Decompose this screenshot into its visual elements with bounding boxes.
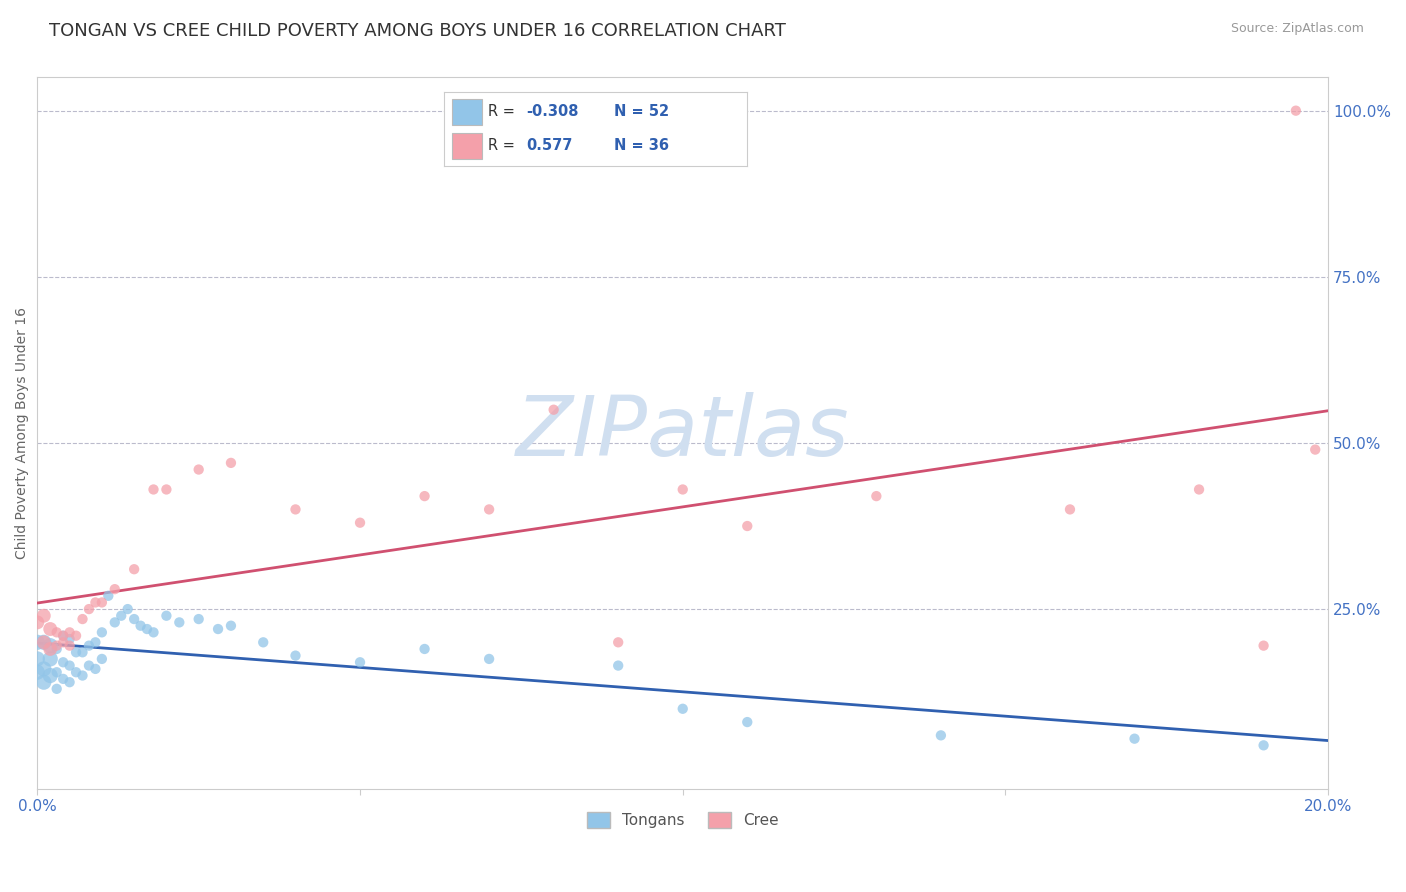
Point bbox=[32, 662, 55, 676]
Point bbox=[129, 618, 152, 632]
Point bbox=[39, 668, 62, 682]
Point bbox=[1253, 739, 1275, 753]
Point bbox=[27, 615, 49, 630]
Point bbox=[59, 658, 82, 673]
Point bbox=[413, 489, 436, 503]
Point bbox=[155, 483, 177, 497]
Point bbox=[413, 642, 436, 657]
Point bbox=[39, 642, 62, 657]
Point bbox=[32, 635, 55, 649]
Point bbox=[1303, 442, 1326, 457]
Point bbox=[59, 639, 82, 653]
Point bbox=[39, 639, 62, 653]
Point bbox=[735, 714, 758, 729]
Y-axis label: Child Poverty Among Boys Under 16: Child Poverty Among Boys Under 16 bbox=[15, 307, 30, 559]
Point bbox=[865, 489, 887, 503]
Point bbox=[65, 665, 87, 680]
Point bbox=[735, 519, 758, 533]
Point bbox=[90, 625, 112, 640]
Point bbox=[219, 618, 242, 632]
Text: ZIPatlas: ZIPatlas bbox=[516, 392, 849, 474]
Point bbox=[84, 635, 107, 649]
Point bbox=[52, 635, 75, 649]
Point bbox=[90, 595, 112, 609]
Point bbox=[607, 635, 630, 649]
Point bbox=[27, 652, 49, 666]
Point bbox=[1188, 483, 1211, 497]
Text: Source: ZipAtlas.com: Source: ZipAtlas.com bbox=[1230, 22, 1364, 36]
Text: TONGAN VS CREE CHILD POVERTY AMONG BOYS UNDER 16 CORRELATION CHART: TONGAN VS CREE CHILD POVERTY AMONG BOYS … bbox=[49, 22, 786, 40]
Point bbox=[77, 658, 100, 673]
Point bbox=[1123, 731, 1146, 746]
Point bbox=[187, 462, 209, 476]
Point bbox=[104, 615, 127, 630]
Point bbox=[543, 402, 565, 417]
Point bbox=[136, 622, 159, 636]
Point bbox=[77, 602, 100, 616]
Point bbox=[142, 625, 165, 640]
Point bbox=[207, 622, 229, 636]
Point bbox=[349, 516, 371, 530]
Point bbox=[45, 642, 67, 657]
Point bbox=[65, 629, 87, 643]
Point bbox=[478, 502, 501, 516]
Point bbox=[52, 629, 75, 643]
Point bbox=[32, 635, 55, 649]
Point bbox=[27, 665, 49, 680]
Point bbox=[84, 662, 107, 676]
Point bbox=[349, 655, 371, 669]
Point bbox=[32, 675, 55, 690]
Point bbox=[284, 502, 307, 516]
Point bbox=[72, 645, 94, 659]
Point bbox=[187, 612, 209, 626]
Point bbox=[219, 456, 242, 470]
Point bbox=[252, 635, 274, 649]
Point bbox=[72, 612, 94, 626]
Point bbox=[32, 608, 55, 623]
Point bbox=[39, 652, 62, 666]
Point bbox=[122, 612, 145, 626]
Point bbox=[155, 608, 177, 623]
Point bbox=[672, 483, 695, 497]
Point bbox=[169, 615, 191, 630]
Point bbox=[97, 589, 120, 603]
Point bbox=[110, 608, 132, 623]
Point bbox=[284, 648, 307, 663]
Point bbox=[672, 702, 695, 716]
Point bbox=[1059, 502, 1081, 516]
Point bbox=[1285, 103, 1308, 118]
Point bbox=[45, 665, 67, 680]
Point bbox=[59, 632, 82, 646]
Point bbox=[929, 728, 952, 742]
Point bbox=[122, 562, 145, 576]
Point bbox=[45, 625, 67, 640]
Point bbox=[117, 602, 139, 616]
Point bbox=[59, 625, 82, 640]
Point bbox=[52, 672, 75, 686]
Point bbox=[72, 668, 94, 682]
Point bbox=[52, 655, 75, 669]
Point bbox=[39, 622, 62, 636]
Point bbox=[45, 681, 67, 696]
Legend: Tongans, Cree: Tongans, Cree bbox=[581, 806, 785, 834]
Point bbox=[77, 639, 100, 653]
Point bbox=[478, 652, 501, 666]
Point bbox=[90, 652, 112, 666]
Point bbox=[104, 582, 127, 596]
Point bbox=[1253, 639, 1275, 653]
Point bbox=[142, 483, 165, 497]
Point bbox=[52, 629, 75, 643]
Point bbox=[45, 639, 67, 653]
Point bbox=[65, 645, 87, 659]
Point bbox=[27, 635, 49, 649]
Point bbox=[59, 675, 82, 690]
Point bbox=[607, 658, 630, 673]
Point bbox=[84, 595, 107, 609]
